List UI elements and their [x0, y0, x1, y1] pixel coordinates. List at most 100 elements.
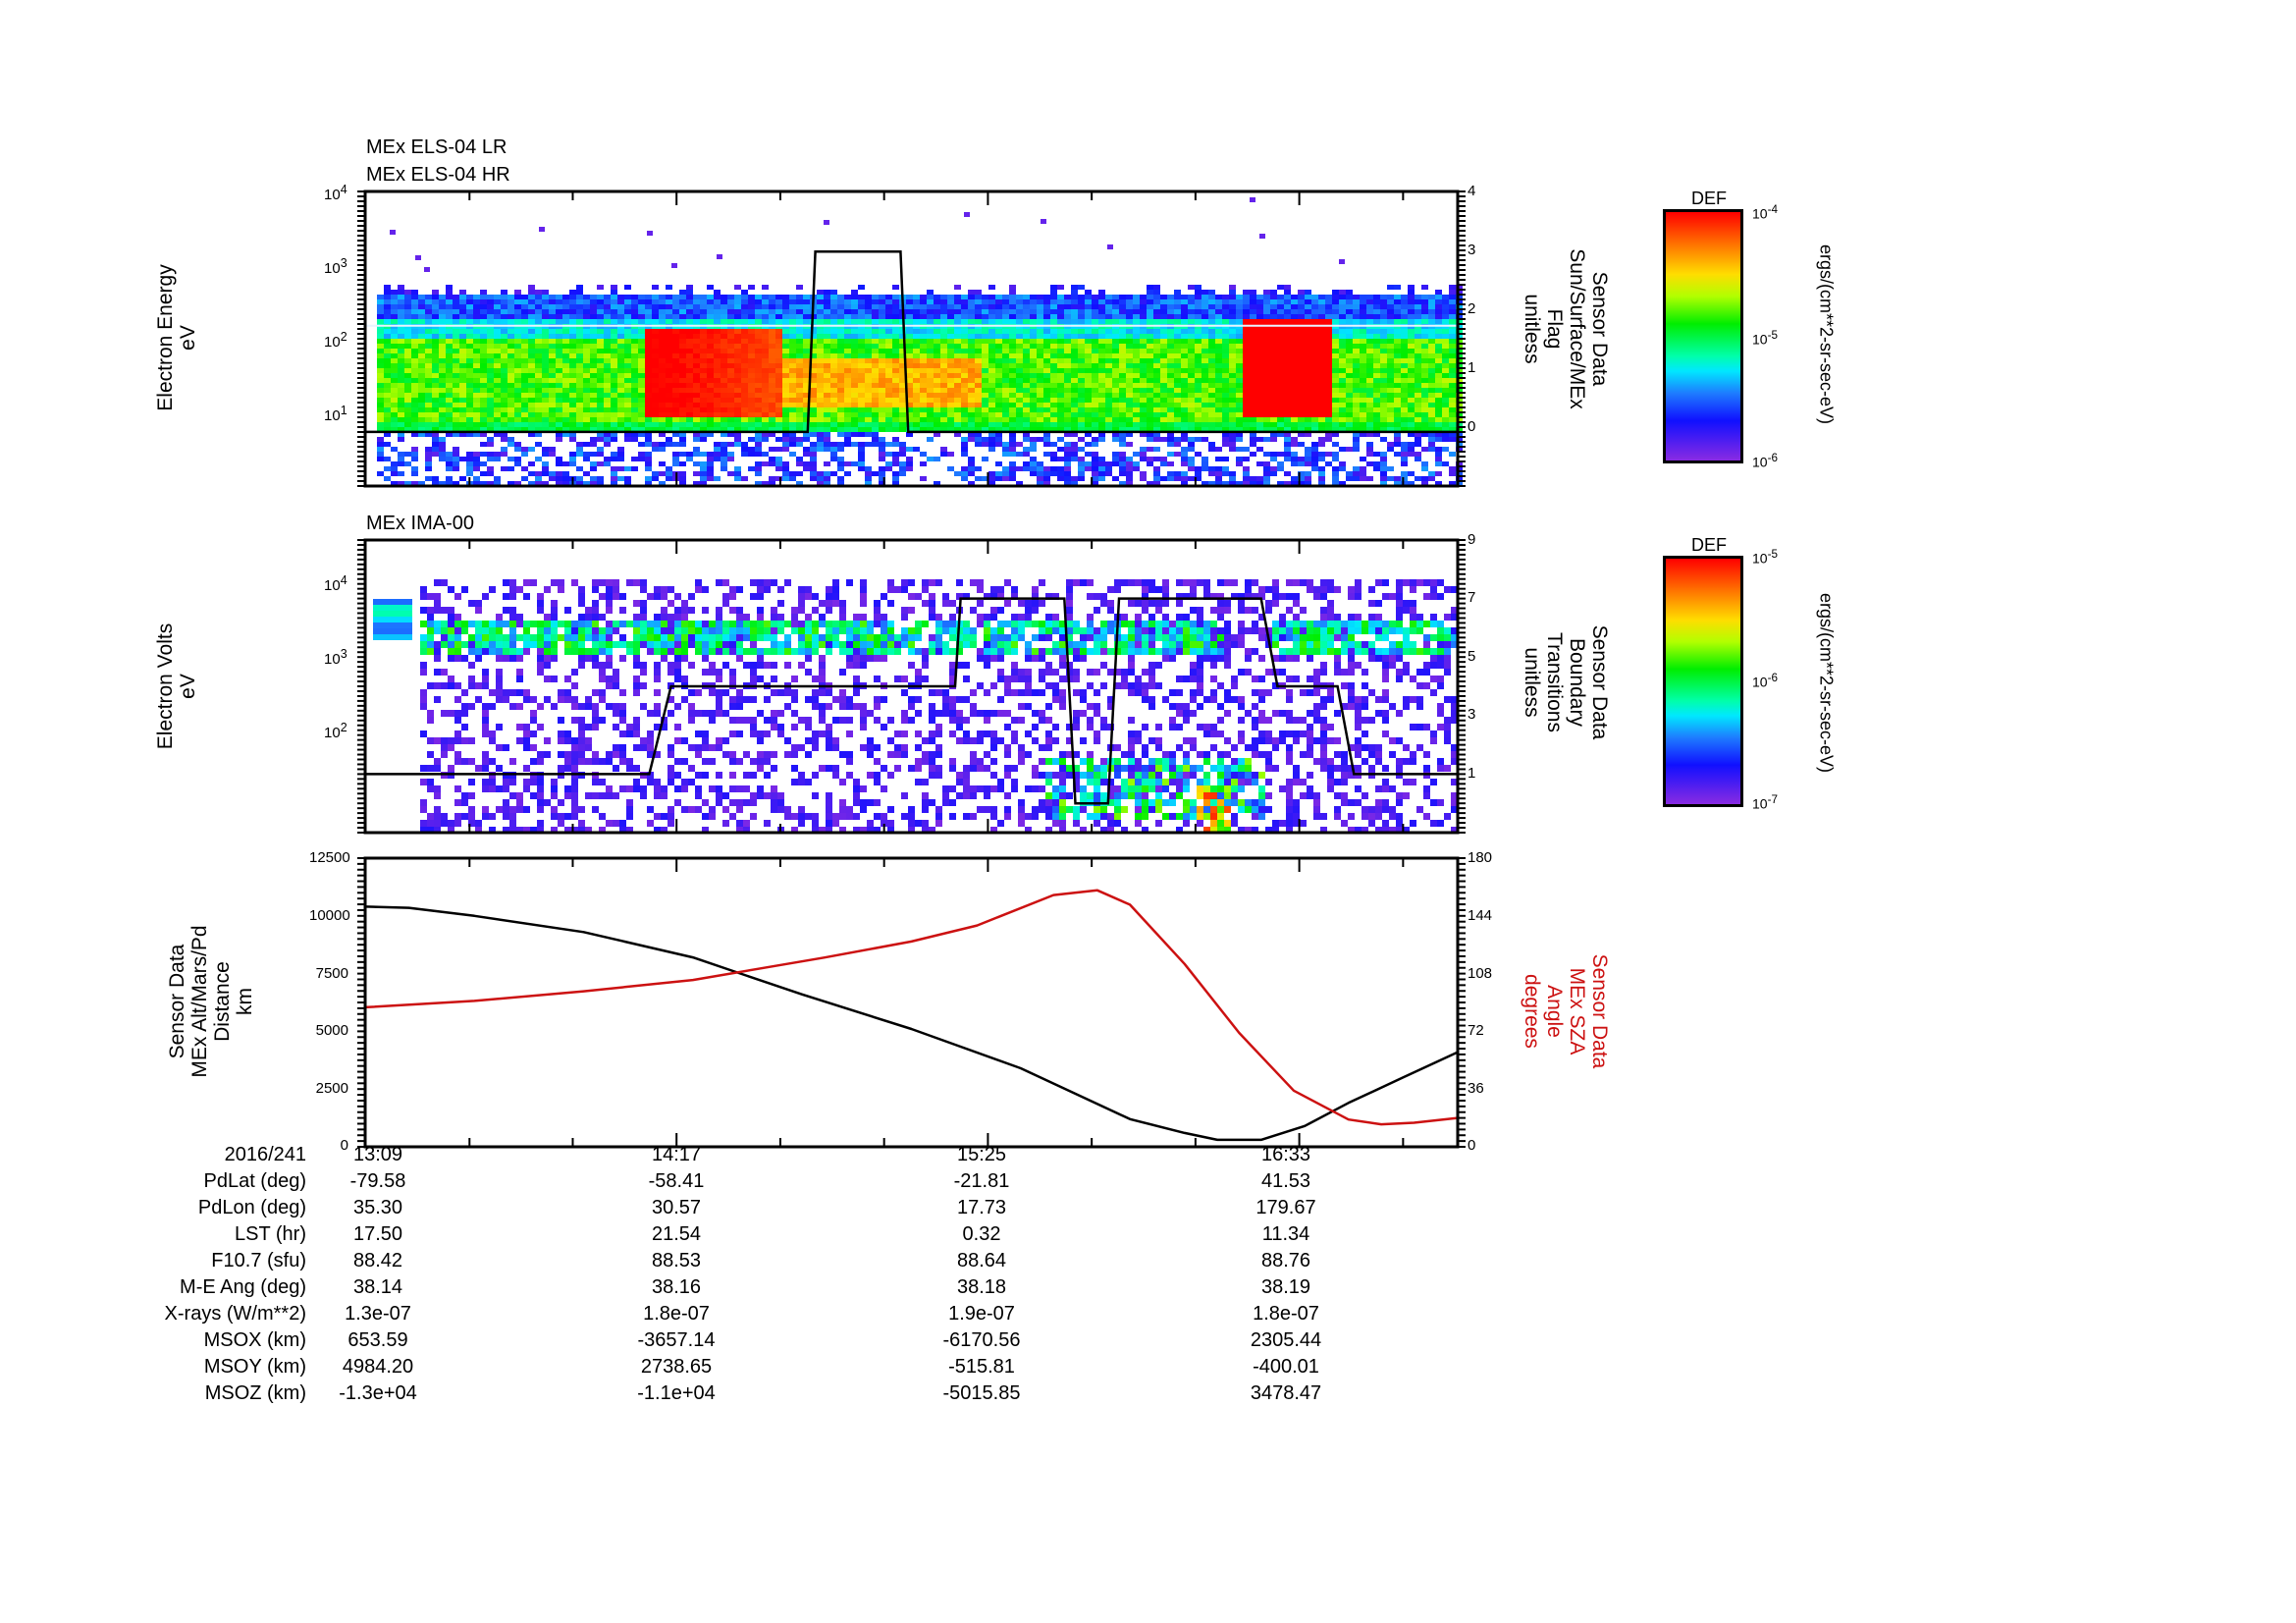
- panel1-ytick-1e4: 104: [324, 183, 347, 203]
- ephemeris-cell: 2305.44: [1250, 1329, 1322, 1351]
- panel2-title: MEx IMA-00: [366, 513, 475, 534]
- ephemeris-cell: 21.54: [651, 1223, 702, 1245]
- panel3-rtick-108: 108: [1468, 965, 1493, 982]
- ephemeris-cell: 11.34: [1261, 1223, 1310, 1245]
- panel1-right-label-line2: Sun/Surface/MEx: [1566, 248, 1588, 409]
- ephemeris-row-label: 2016/241: [224, 1144, 306, 1165]
- colorbar1-tick-mid: 10-5: [1752, 329, 1778, 348]
- ephemeris-cell: 38.16: [651, 1276, 702, 1298]
- panel2-rtick-9: 9: [1468, 531, 1476, 548]
- ephemeris-cell: 38.14: [352, 1276, 403, 1298]
- panel1-right-label-line4: unitless: [1521, 294, 1543, 364]
- ephemeris-cell: 88.64: [956, 1250, 1007, 1271]
- ephemeris-cell: 38.19: [1260, 1276, 1311, 1298]
- panel3-ytick-12500: 12500: [309, 849, 350, 866]
- ephemeris-row-label: MSOZ (km): [204, 1382, 306, 1404]
- ephemeris-cell: 88.42: [352, 1250, 403, 1271]
- ephemeris-cell: 88.53: [651, 1250, 702, 1271]
- ephemeris-cell: -5015.85: [942, 1382, 1021, 1404]
- ephemeris-cell: 38.18: [956, 1276, 1007, 1298]
- panel1-ytick-1e3: 103: [324, 256, 347, 277]
- panel1-right-axis-label: Sensor Data Sun/Surface/MEx Flag unitles…: [1521, 201, 1611, 457]
- ephemeris-cell: 17.50: [352, 1223, 403, 1245]
- panel1-left-axis-label: Electron Energy eV: [154, 210, 199, 465]
- ephemeris-row-label: LST (hr): [235, 1223, 306, 1245]
- ephemeris-cell: 13:09: [352, 1144, 403, 1165]
- ephemeris-cell: 1.8e-07: [1253, 1303, 1319, 1325]
- panel1-rtick-2: 2: [1468, 300, 1476, 317]
- panel2-rtick-1: 1: [1468, 765, 1476, 782]
- ephemeris-cell: 35.30: [352, 1197, 403, 1218]
- ephemeris-cell: 17.73: [956, 1197, 1007, 1218]
- ephemeris-cell: -515.81: [948, 1356, 1015, 1378]
- colorbar2-tick-top: 10-5: [1752, 548, 1778, 567]
- panel3-ytick-2500: 2500: [315, 1080, 348, 1097]
- ephemeris-cell: 1.9e-07: [948, 1303, 1015, 1325]
- panel2-spectrogram: [357, 538, 1466, 835]
- panel1-ytick-1e1: 101: [324, 404, 347, 424]
- panel1-left-label-line1: Electron Energy: [154, 264, 177, 411]
- panel2-right-axis-label: Sensor Data Boundary Transitions unitles…: [1521, 555, 1611, 810]
- panel3-ytick-10000: 10000: [309, 907, 350, 924]
- ephemeris-cell: 30.57: [651, 1197, 702, 1218]
- panel3-ytick-7500: 7500: [315, 965, 348, 982]
- panel2-left-label-line2: eV: [177, 674, 199, 699]
- panel3-right-label-line2: MEx SZA: [1566, 967, 1588, 1055]
- ephemeris-cell: 4984.20: [342, 1356, 414, 1378]
- ephemeris-cell: 41.53: [1260, 1170, 1311, 1192]
- ephemeris-cell: 15:25: [956, 1144, 1007, 1165]
- panel1-right-label-line3: Flag: [1543, 308, 1566, 350]
- ephemeris-row-label: F10.7 (sfu): [211, 1250, 306, 1271]
- panel3-rtick-144: 144: [1468, 907, 1493, 924]
- colorbar2-tick-bottom: 10-7: [1752, 793, 1778, 812]
- panel2-right-label-line1: Sensor Data: [1588, 624, 1611, 740]
- panel3-left-axis-label: Sensor Data MEx Alt/Mars/Pd Distance km: [166, 854, 256, 1149]
- ephemeris-cell: -1.1e+04: [637, 1382, 716, 1404]
- ephemeris-cell: 1.3e-07: [345, 1303, 411, 1325]
- ephemeris-cell: 88.76: [1260, 1250, 1311, 1271]
- colorbar2: [1663, 556, 1743, 807]
- panel1-ytick-1e2: 102: [324, 330, 347, 351]
- panel3-left-label-line2: MEx Alt/Mars/Pd: [188, 925, 211, 1078]
- colorbar1-tick-top: 10-4: [1752, 203, 1778, 222]
- panel1-title-hr: MEx ELS-04 HR: [366, 164, 510, 186]
- ephemeris-cell: -1.3e+04: [339, 1382, 417, 1404]
- ephemeris-row-label: PdLon (deg): [197, 1197, 306, 1218]
- ephemeris-cell: -3657.14: [637, 1329, 716, 1351]
- panel3-left-label-line3: Distance: [211, 961, 234, 1042]
- panel2-right-label-line2: Boundary: [1566, 638, 1588, 727]
- panel2-ytick-1e2: 102: [324, 721, 347, 741]
- ephemeris-row-label: M-E Ang (deg): [180, 1276, 306, 1298]
- panel3-ytick-0: 0: [340, 1137, 348, 1154]
- ephemeris-cell: -79.58: [349, 1170, 406, 1192]
- panel2-right-label-line3: Transitions: [1543, 632, 1566, 732]
- colorbar2-title: DEF: [1691, 535, 1727, 555]
- ephemeris-cell: 179.67: [1255, 1197, 1316, 1218]
- panel3-right-axis-label: Sensor Data MEx SZA Angle degrees: [1521, 884, 1611, 1139]
- panel3-right-label-line1: Sensor Data: [1588, 953, 1611, 1069]
- panel1-rtick-4: 4: [1468, 183, 1476, 199]
- panel1-rtick-0: 0: [1468, 418, 1476, 435]
- panel1-left-label-line2: eV: [177, 325, 199, 351]
- panel1-title-lr: MEx ELS-04 LR: [366, 136, 507, 158]
- ephemeris-cell: 1.8e-07: [643, 1303, 710, 1325]
- panel3-left-label-line4: km: [234, 988, 256, 1015]
- panel3-left-label-line1: Sensor Data: [166, 944, 188, 1059]
- panel3-rtick-180: 180: [1468, 849, 1493, 866]
- colorbar1: [1663, 209, 1743, 463]
- panel2-ytick-1e3: 103: [324, 647, 347, 668]
- colorbar1-tick-bottom: 10-6: [1752, 452, 1778, 470]
- panel3-ytick-5000: 5000: [315, 1022, 348, 1039]
- ephemeris-cell: -58.41: [648, 1170, 705, 1192]
- colorbar2-tick-mid: 10-6: [1752, 672, 1778, 690]
- panel1-rtick-1: 1: [1468, 359, 1476, 376]
- panel2-left-label-line1: Electron Volts: [154, 622, 177, 750]
- panel1-rtick-3: 3: [1468, 242, 1476, 258]
- panel2-left-axis-label: Electron Volts eV: [154, 559, 199, 814]
- panel3-rtick-72: 72: [1468, 1022, 1484, 1039]
- colorbar1-title: DEF: [1691, 189, 1727, 208]
- ephemeris-cell: -21.81: [953, 1170, 1010, 1192]
- panel3-rtick-0: 0: [1468, 1137, 1476, 1154]
- panel3-rtick-36: 36: [1468, 1080, 1484, 1097]
- ephemeris-row-label: X-rays (W/m**2): [164, 1303, 306, 1325]
